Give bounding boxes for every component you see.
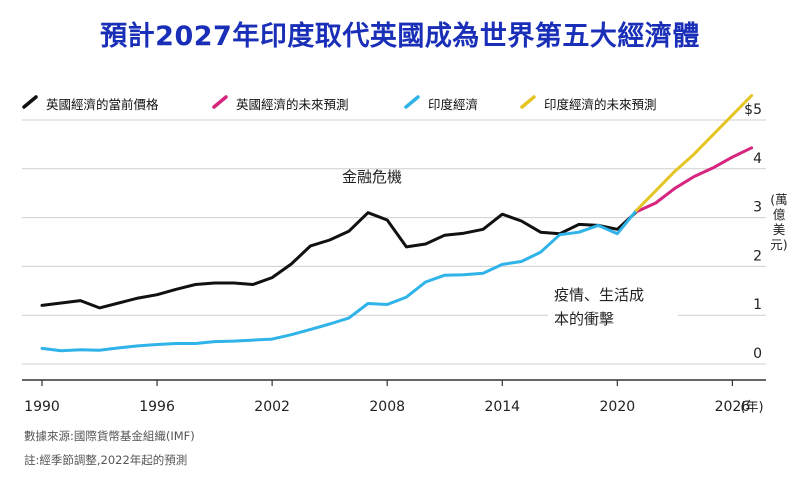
annotation-financial-crisis: 金融危機 [342,168,402,186]
legend-swatch-india-icon [404,95,420,109]
legend: 英國經濟的當前價格 英國經濟的未來預測 印度經濟 印度經濟的未來預測 [22,92,782,112]
uk-current-line [40,210,638,310]
adjustment-note: 註:經季節調整,2022年起的預測 [24,453,188,467]
legend-label-uk-forecast: 英國經濟的未來預測 [236,97,349,112]
annotation-pandemic-line1: 疫情、生活成 [554,286,644,304]
y-tick-label: 0 [753,346,762,362]
source-note: 數據來源:國際貨幣基金組織(IMF) [24,429,195,443]
legend-swatch-uk-forecast [212,95,228,109]
x-tick-label: 2008 [369,399,405,415]
y-tick-label: 3 [753,200,762,216]
x-tick-label: 2002 [254,399,290,415]
legend-swatch-uk-current [22,95,38,109]
x-tick-label: 1996 [139,399,175,415]
annotation-pandemic-bg [548,278,678,334]
legend-swatch-india-forecast [520,95,536,109]
y-tick-label: 4 [753,151,762,167]
legend-swatch-india-forecast-icon [520,95,536,109]
annotation-pandemic-line2: 本的衝擊 [554,310,614,328]
legend-swatch-uk-current-icon [22,95,38,109]
y-axis-unit-label: (萬億美元) [770,192,788,252]
x-tick-label: 2020 [600,399,636,415]
y-tick-label: 1 [753,297,762,313]
y-tick-label: $5 [744,102,762,118]
chart-title: 預計2027年印度取代英國成為世界第五大經濟體 [100,21,700,52]
y-tick-label: 2 [753,248,762,264]
legend-label-uk-current: 英國經濟的當前價格 [46,97,159,112]
x-tick-label: 1990 [24,399,60,415]
india-forecast-line [635,94,754,212]
legend-swatch-india [404,95,420,109]
series-lines [40,94,754,353]
x-axis-title: (年) [740,400,763,415]
legend-label-india: 印度經濟 [428,97,479,112]
legend-label-india-forecast: 印度經濟的未來預測 [544,97,657,112]
uk-forecast-line [635,146,754,214]
axes: 0 1 2 3 4 $5 1990 1996 2002 2008 2014 2020 2026(年) [22,102,766,415]
legend-swatch-uk-forecast-icon [212,95,228,109]
x-tick-label: 2026 [715,399,751,415]
x-tick-label: 2014 [484,399,520,415]
india-line [40,208,638,353]
